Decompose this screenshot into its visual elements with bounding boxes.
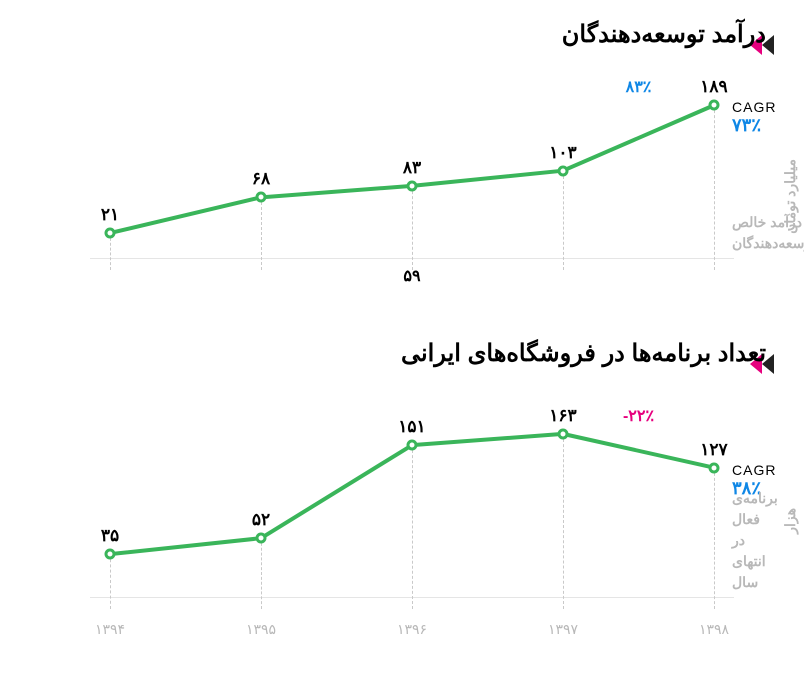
- chart1-title-row: درآمد توسعه‌دهندگان: [30, 20, 774, 49]
- data-label: ۱۵۱: [398, 417, 425, 437]
- data-label: ۱۶۳: [549, 406, 576, 426]
- data-point: [105, 228, 116, 239]
- chart2-yaxis-label: هزار: [782, 508, 798, 534]
- data-point: [709, 462, 720, 473]
- data-point: [558, 428, 569, 439]
- partial-label: ۵۹: [403, 266, 420, 286]
- chart2-plot-wrap: هزار ۳۵۵۲۱۵۱۱۶۳۱۲۷-۲۲٪CAGR۳۸٪برنامه‌ی فع…: [30, 398, 774, 638]
- data-point: [256, 533, 267, 544]
- data-point: [558, 165, 569, 176]
- series-caption: برنامه‌ی فعالدر انتهای سال: [732, 488, 778, 593]
- xaxis-tick-label: ۱۳۹۵: [246, 621, 276, 638]
- data-label: ۳۵: [101, 526, 119, 546]
- xaxis-tick-label: ۱۳۹۴: [95, 621, 125, 638]
- series-caption: درآمد خالصتوسعه‌دهندگان: [732, 212, 804, 254]
- chart1-title: درآمد توسعه‌دهندگان: [562, 20, 766, 49]
- chart2-plot-area: ۳۵۵۲۱۵۱۱۶۳۱۲۷-۲۲٪CAGR۳۸٪برنامه‌ی فعالدر …: [90, 398, 734, 598]
- chart-app-count: تعداد برنامه‌ها در فروشگاه‌های ایرانی هز…: [30, 339, 774, 638]
- data-point: [256, 192, 267, 203]
- data-label: ۸۳: [403, 158, 421, 178]
- data-label: ۱۸۹: [700, 77, 727, 97]
- growth-label: -۲۲٪: [623, 406, 654, 426]
- data-point: [709, 100, 720, 111]
- chart2-title: تعداد برنامه‌ها در فروشگاه‌های ایرانی: [401, 339, 766, 368]
- cagr-text: CAGR: [732, 462, 776, 478]
- cagr-text: CAGR: [732, 99, 776, 115]
- data-label: ۵۲: [252, 510, 270, 530]
- chart2-title-row: تعداد برنامه‌ها در فروشگاه‌های ایرانی: [30, 339, 774, 368]
- data-point: [407, 180, 418, 191]
- chart-developer-revenue: درآمد توسعه‌دهندگان میلیارد تومان ۲۱۶۸۸۳…: [30, 20, 774, 299]
- xaxis-tick-label: ۱۳۹۷: [548, 621, 578, 638]
- data-label: ۱۰۳: [549, 143, 576, 163]
- cagr-value: ۷۳٪: [732, 115, 776, 136]
- cagr-block: CAGR۷۳٪: [732, 99, 776, 136]
- xaxis-tick-label: ۱۳۹۶: [397, 621, 427, 638]
- xaxis: ۱۳۹۴ ۱۳۹۵ ۱۳۹۶ ۱۳۹۷ ۱۳۹۸: [90, 610, 734, 638]
- chart1-plot-wrap: میلیارد تومان ۲۱۶۸۸۳۱۰۳۱۸۹۸۳٪CAGR۷۳٪درآم…: [30, 79, 774, 299]
- data-label: ۱۲۷: [700, 440, 727, 460]
- growth-label: ۸۳٪: [626, 77, 652, 97]
- data-label: ۲۱: [101, 205, 119, 225]
- data-point: [105, 549, 116, 560]
- data-label: ۶۸: [252, 169, 270, 189]
- xaxis-tick-label: ۱۳۹۸: [699, 621, 729, 638]
- data-point: [407, 440, 418, 451]
- chart1-plot-area: ۲۱۶۸۸۳۱۰۳۱۸۹۸۳٪CAGR۷۳٪درآمد خالصتوسعه‌ده…: [90, 79, 734, 259]
